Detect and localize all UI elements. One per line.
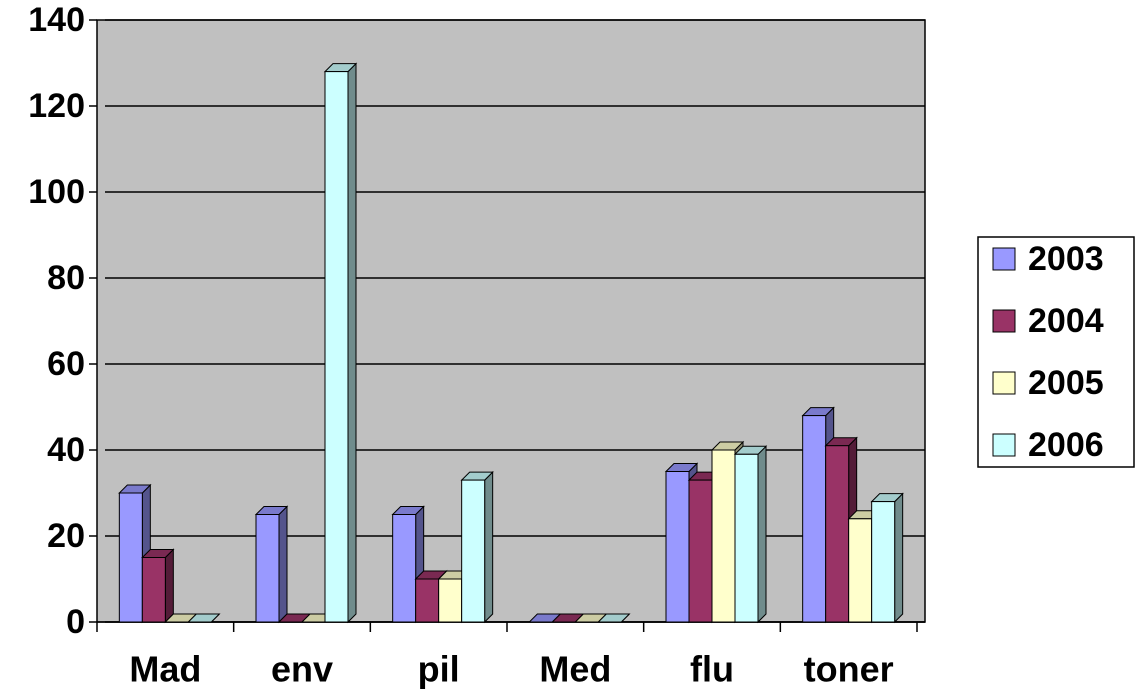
bar-front <box>825 445 850 623</box>
bar <box>323 62 358 624</box>
bar <box>187 613 221 623</box>
bar-front <box>688 479 713 623</box>
bar-front <box>118 492 143 623</box>
y-tick-label: 140 <box>28 1 85 39</box>
y-tick-label: 40 <box>47 431 85 469</box>
legend-label: 2003 <box>1028 240 1104 278</box>
legend-swatch <box>992 309 1016 333</box>
bar-front <box>461 479 486 623</box>
bar-side <box>894 492 904 624</box>
legend-label: 2006 <box>1028 426 1104 464</box>
bar-front <box>848 518 873 623</box>
bar-front <box>392 514 417 623</box>
y-tick-label: 60 <box>47 345 85 383</box>
y-tick-label: 0 <box>66 603 85 641</box>
bar <box>460 470 494 624</box>
x-tick-label: Mad <box>129 649 201 690</box>
bar-front <box>711 449 736 623</box>
bar-front <box>324 71 349 623</box>
bar-front <box>871 501 896 623</box>
x-tick-label: flu <box>690 649 734 690</box>
legend-swatch <box>992 371 1016 395</box>
legend <box>977 236 1135 468</box>
legend-label: 2004 <box>1028 302 1104 340</box>
y-tick-label: 80 <box>47 259 85 297</box>
bar-side <box>757 445 767 624</box>
x-tick-label: toner <box>804 649 894 690</box>
bar-side <box>164 548 174 624</box>
bar <box>254 505 289 624</box>
legend-label: 2005 <box>1028 364 1104 402</box>
bar <box>870 492 904 624</box>
plot-area <box>96 19 926 623</box>
bar-front <box>802 415 827 623</box>
x-tick-label: Med <box>539 649 611 690</box>
y-tick-label: 120 <box>28 87 85 125</box>
bar-front <box>734 453 759 623</box>
bar-side <box>347 62 357 624</box>
bar-front <box>415 578 440 623</box>
legend-swatch <box>992 433 1016 457</box>
bar-top <box>597 613 631 623</box>
y-tick-label: 20 <box>47 517 85 555</box>
legend-swatch <box>992 247 1016 271</box>
bar-front <box>255 514 280 623</box>
x-tick-label: env <box>271 649 333 690</box>
bar-front <box>141 557 166 623</box>
bar <box>141 548 175 624</box>
bar-front <box>438 578 463 623</box>
y-tick-label: 100 <box>28 173 85 211</box>
bar <box>597 613 631 623</box>
bar-side <box>278 505 288 624</box>
x-tick-label: pil <box>418 649 460 690</box>
bar-side <box>484 470 494 624</box>
bar-top <box>187 613 221 623</box>
bar-front <box>665 471 690 623</box>
bar <box>733 445 768 624</box>
